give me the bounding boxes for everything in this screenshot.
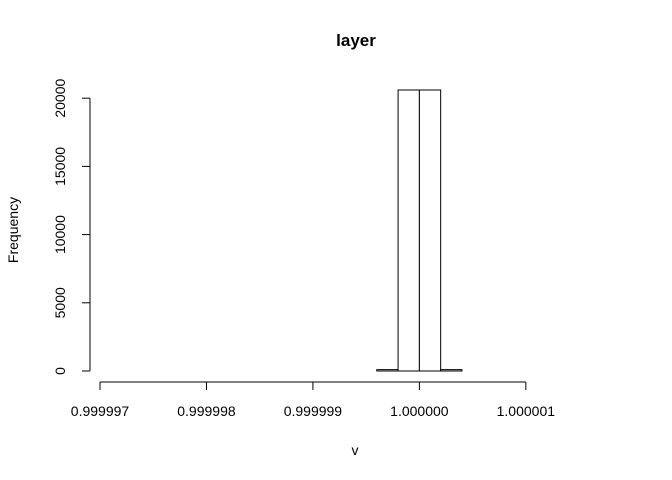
x-tick-label: 1.000001 bbox=[497, 403, 556, 419]
y-axis-label: Frequency bbox=[5, 197, 21, 263]
x-tick-label: 0.999998 bbox=[177, 403, 236, 419]
y-tick-label: 0 bbox=[52, 367, 68, 375]
x-tick-label: 0.999999 bbox=[284, 403, 343, 419]
y-tick-label: 5000 bbox=[52, 287, 68, 318]
x-axis: 0.999997 0.999998 0.999999 1.000000 1.000001 bbox=[71, 381, 556, 419]
y-tick-label: 15000 bbox=[52, 147, 68, 186]
histogram-bar bbox=[418, 89, 442, 372]
chart-title: layer bbox=[336, 31, 376, 50]
y-tick-label: 20000 bbox=[52, 79, 68, 118]
histogram-bar bbox=[397, 89, 420, 372]
x-axis-label: v bbox=[352, 442, 359, 458]
histogram-bar bbox=[376, 369, 399, 372]
y-tick-label: 10000 bbox=[52, 215, 68, 254]
bars-group bbox=[376, 89, 463, 372]
y-axis: 0 5000 10000 15000 20000 bbox=[52, 79, 91, 375]
histogram-bar bbox=[440, 369, 463, 372]
x-tick-label: 1.000000 bbox=[390, 403, 449, 419]
x-tick-label: 0.999997 bbox=[71, 403, 130, 419]
